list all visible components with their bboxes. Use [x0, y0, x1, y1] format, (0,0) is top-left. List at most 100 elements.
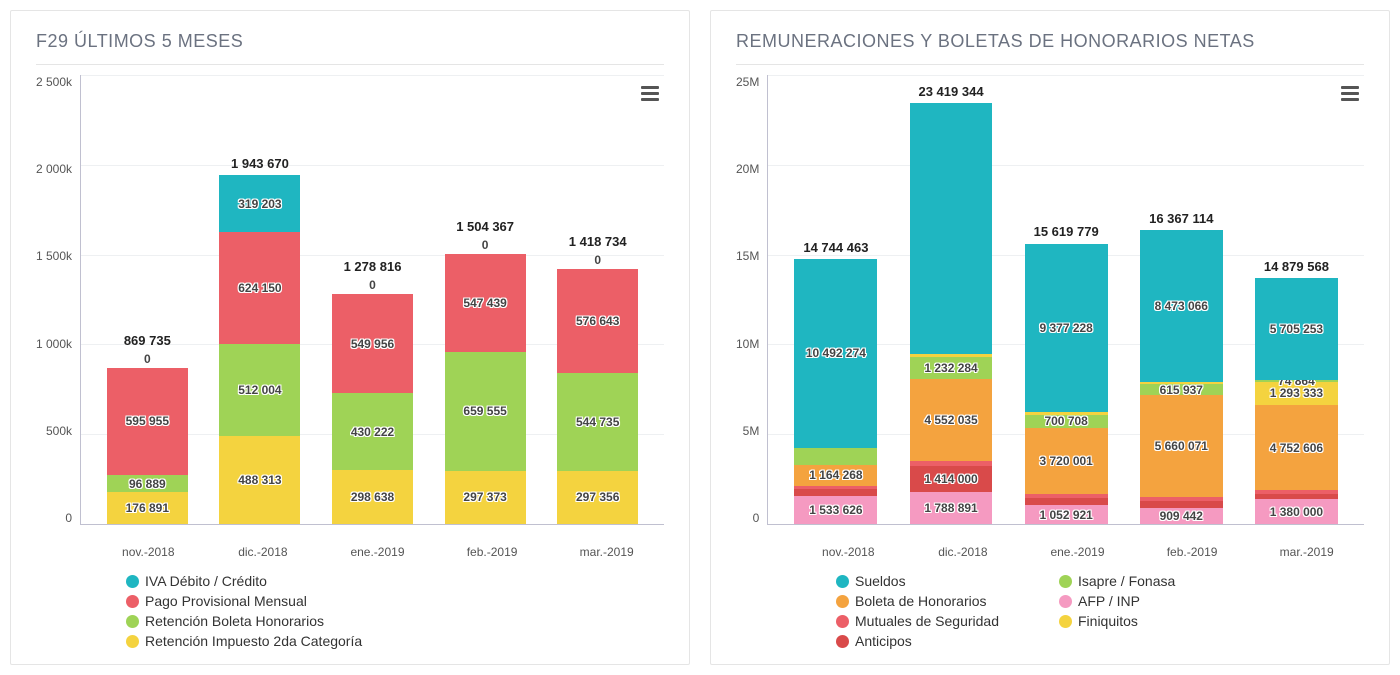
panel-title: F29 ÚLTIMOS 5 MESES [36, 31, 664, 65]
segment-value-label: 700 708 [1044, 414, 1087, 428]
bar-segment-rbh[interactable]: 512 004 [219, 344, 300, 436]
legend-item-isapre[interactable]: Isapre / Fonasa [1059, 573, 1175, 589]
bar-segment-afp[interactable]: 1 533 626 [794, 496, 877, 524]
bar-segment-mutual[interactable] [1140, 497, 1223, 501]
bar-column: 15 619 779 1 052 921 3 720 001700 708 9 377… [1009, 75, 1124, 524]
bar-segment-rbh[interactable]: 659 555 [445, 352, 526, 470]
legend-item-finiq[interactable]: Finiquitos [1059, 613, 1175, 629]
legend-item-rbh[interactable]: Retención Boleta Honorarios [126, 613, 664, 629]
legend-swatch-icon [126, 575, 139, 588]
bar-segment-rbh[interactable]: 430 222 [332, 393, 413, 470]
legend-item-boleta[interactable]: Boleta de Honorarios [836, 593, 999, 609]
panel-remuneraciones: REMUNERACIONES Y BOLETAS DE HONORARIOS N… [710, 10, 1390, 665]
bar-segment-afp[interactable]: 1 380 000 [1255, 499, 1338, 524]
y-tick: 0 [65, 511, 72, 525]
bar-segment-mutual[interactable] [794, 486, 877, 490]
bar-stack[interactable]: 297 356 544 735576 643 [557, 269, 638, 524]
bar-segment-afp[interactable]: 1 052 921 [1025, 505, 1108, 524]
bar-total-label: 23 419 344 [918, 84, 983, 99]
bar-segment-afp[interactable]: 1 788 891 [910, 492, 993, 524]
legend-label: Retención Boleta Honorarios [145, 613, 324, 629]
segment-value-label: 1 052 921 [1039, 508, 1092, 522]
bar-column: 23 419 344 1 788 891 1 414 000 4 552 0351 2… [893, 75, 1008, 524]
bar-segment-antic[interactable] [1140, 501, 1223, 508]
bar-segment-ri2[interactable]: 488 313 [219, 436, 300, 524]
bar-segment-ri2[interactable]: 298 638 [332, 470, 413, 524]
bar-stack[interactable]: 176 891 96 889595 955 [107, 368, 188, 524]
x-tick: nov.-2018 [791, 545, 906, 559]
bar-zero-label: 0 [594, 253, 601, 267]
legend-item-mutual[interactable]: Mutuales de Seguridad [836, 613, 999, 629]
bar-stack[interactable]: 298 638430 222549 956 [332, 294, 413, 524]
bar-segment-isapre[interactable]: 700 708 [1025, 415, 1108, 428]
segment-value-label: 8 473 066 [1155, 299, 1208, 313]
bar-segment-afp[interactable]: 909 442 [1140, 508, 1223, 524]
bar-stack[interactable]: 1 380 0004 752 6061 293 33374 8645 705 2… [1255, 278, 1338, 524]
bar-segment-ppm[interactable]: 595 955 [107, 368, 188, 475]
bar-segment-ppm[interactable]: 576 643 [557, 269, 638, 373]
legend-item-antic[interactable]: Anticipos [836, 633, 999, 649]
bar-stack[interactable]: 488 313512 004624 150319 203 [219, 175, 300, 524]
bar-segment-mutual[interactable] [1255, 490, 1338, 494]
bar-stack[interactable]: 1 052 921 3 720 001700 708 9 377 228 [1025, 243, 1108, 524]
bar-total-label: 14 879 568 [1264, 259, 1329, 274]
bar-segment-antic[interactable] [1025, 498, 1108, 505]
bar-segment-boleta[interactable]: 4 752 606 [1255, 405, 1338, 490]
segment-value-label: 1 414 000 [924, 472, 977, 486]
bar-stack[interactable]: 1 788 891 1 414 000 4 552 0351 232 284 [910, 103, 993, 524]
legend-label: Mutuales de Seguridad [855, 613, 999, 629]
bar-segment-isapre[interactable] [794, 448, 877, 465]
bar-total-label: 15 619 779 [1034, 224, 1099, 239]
bar-segment-sueldos[interactable]: 8 473 066 [1140, 230, 1223, 382]
bar-segment-ppm[interactable]: 547 439 [445, 254, 526, 352]
bar-segment-ri2[interactable]: 176 891 [107, 492, 188, 524]
bar-segment-iva[interactable]: 319 203 [219, 175, 300, 232]
bar-segment-mutual[interactable] [1025, 494, 1108, 498]
bar-segment-isapre[interactable]: 74 864 [1255, 380, 1338, 381]
bar-total-label: 16 367 114 [1149, 211, 1213, 226]
legend-item-afp[interactable]: AFP / INP [1059, 593, 1175, 609]
bar-segment-mutual[interactable] [910, 461, 993, 466]
legend-item-ppm[interactable]: Pago Provisional Mensual [126, 593, 664, 609]
bar-segment-sueldos[interactable]: 9 377 228 [1025, 244, 1108, 412]
bar-segment-boleta[interactable]: 1 164 268 [794, 465, 877, 486]
bar-segment-isapre[interactable]: 615 937 [1140, 384, 1223, 395]
segment-value-label: 9 377 228 [1039, 321, 1092, 335]
bar-segment-rbh[interactable]: 544 735 [557, 373, 638, 471]
legend-swatch-icon [126, 635, 139, 648]
bar-column: 869 7350176 89196 889595 955 [91, 75, 204, 524]
legend-label: Finiquitos [1078, 613, 1138, 629]
bar-segment-ppm[interactable]: 624 150 [219, 232, 300, 344]
bar-stack[interactable]: 1 533 626 1 164 268 10 492 274 [794, 259, 877, 524]
bar-segment-antic[interactable]: 1 414 000 [910, 466, 993, 491]
y-tick: 25M [736, 75, 759, 89]
bar-segment-boleta[interactable]: 5 660 071 [1140, 395, 1223, 497]
y-tick: 500k [46, 424, 72, 438]
bar-segment-sueldos[interactable]: 5 705 253 [1255, 278, 1338, 380]
bar-segment-ri2[interactable]: 297 373 [445, 471, 526, 524]
bar-segment-finiq[interactable] [1140, 382, 1223, 384]
bar-segment-sueldos[interactable] [910, 103, 993, 353]
segment-value-label: 297 356 [576, 490, 619, 504]
x-axis: nov.-2018dic.-2018ene.-2019feb.-2019mar.… [736, 545, 1364, 559]
bar-segment-boleta[interactable]: 4 552 035 [910, 379, 993, 461]
x-tick: mar.-2019 [549, 545, 664, 559]
bar-segment-ppm[interactable]: 549 956 [332, 294, 413, 393]
bar-segment-boleta[interactable]: 3 720 001 [1025, 428, 1108, 495]
legend-item-ri2[interactable]: Retención Impuesto 2da Categoría [126, 633, 664, 649]
bar-segment-isapre[interactable]: 1 232 284 [910, 357, 993, 379]
segment-value-label: 176 891 [126, 501, 169, 515]
bar-segment-finiq[interactable] [1025, 412, 1108, 415]
y-tick: 2 500k [36, 75, 72, 89]
legend-swatch-icon [1059, 575, 1072, 588]
bar-segment-antic[interactable] [794, 489, 877, 496]
bar-segment-ri2[interactable]: 297 356 [557, 471, 638, 524]
bar-stack[interactable]: 909 442 5 660 071615 937 8 473 066 [1140, 230, 1223, 524]
bar-stack[interactable]: 297 373659 555547 439 [445, 254, 526, 524]
legend-item-sueldos[interactable]: Sueldos [836, 573, 999, 589]
legend-item-iva[interactable]: IVA Débito / Crédito [126, 573, 664, 589]
bar-segment-finiq[interactable] [910, 354, 993, 358]
bar-segment-sueldos[interactable]: 10 492 274 [794, 259, 877, 447]
bar-segment-rbh[interactable]: 96 889 [107, 475, 188, 492]
bar-segment-antic[interactable] [1255, 494, 1338, 499]
